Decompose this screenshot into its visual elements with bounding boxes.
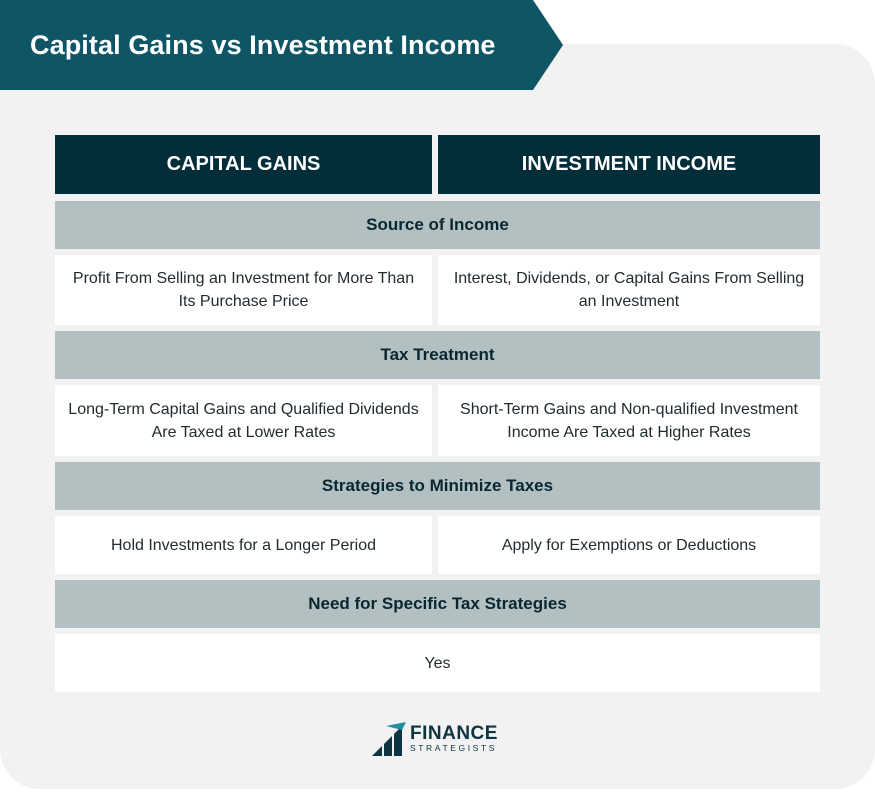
section-header-strategies: Strategies to Minimize Taxes bbox=[55, 462, 820, 510]
section-header-specific-strategies: Need for Specific Tax Strategies bbox=[55, 580, 820, 628]
cell-capital-gains-source: Profit From Selling an Investment for Mo… bbox=[55, 255, 432, 325]
column-header-capital-gains: CAPITAL GAINS bbox=[55, 135, 432, 194]
cell-capital-gains-strategy: Hold Investments for a Longer Period bbox=[55, 516, 432, 574]
section-header-tax-treatment: Tax Treatment bbox=[55, 331, 820, 379]
cell-investment-income-tax: Short-Term Gains and Non-qualified Inves… bbox=[438, 385, 820, 456]
cell-specific-strategies-answer: Yes bbox=[55, 634, 820, 692]
title-banner-shape bbox=[0, 0, 563, 90]
logo-mark-icon bbox=[372, 722, 406, 756]
cell-capital-gains-tax: Long-Term Capital Gains and Qualified Di… bbox=[55, 385, 432, 456]
column-header-investment-income: INVESTMENT INCOME bbox=[438, 135, 820, 194]
cell-investment-income-strategy: Apply for Exemptions or Deductions bbox=[438, 516, 820, 574]
logo-wordmark-bottom: STRATEGISTS bbox=[410, 743, 498, 753]
cell-investment-income-source: Interest, Dividends, or Capital Gains Fr… bbox=[438, 255, 820, 325]
section-header-source-of-income: Source of Income bbox=[55, 201, 820, 249]
logo-wordmark-top: FINANCE bbox=[410, 723, 498, 744]
title-banner: Capital Gains vs Investment Income bbox=[0, 0, 563, 90]
page-title: Capital Gains vs Investment Income bbox=[30, 29, 496, 60]
finance-strategists-logo: FINANCE STRATEGISTS bbox=[372, 722, 498, 756]
